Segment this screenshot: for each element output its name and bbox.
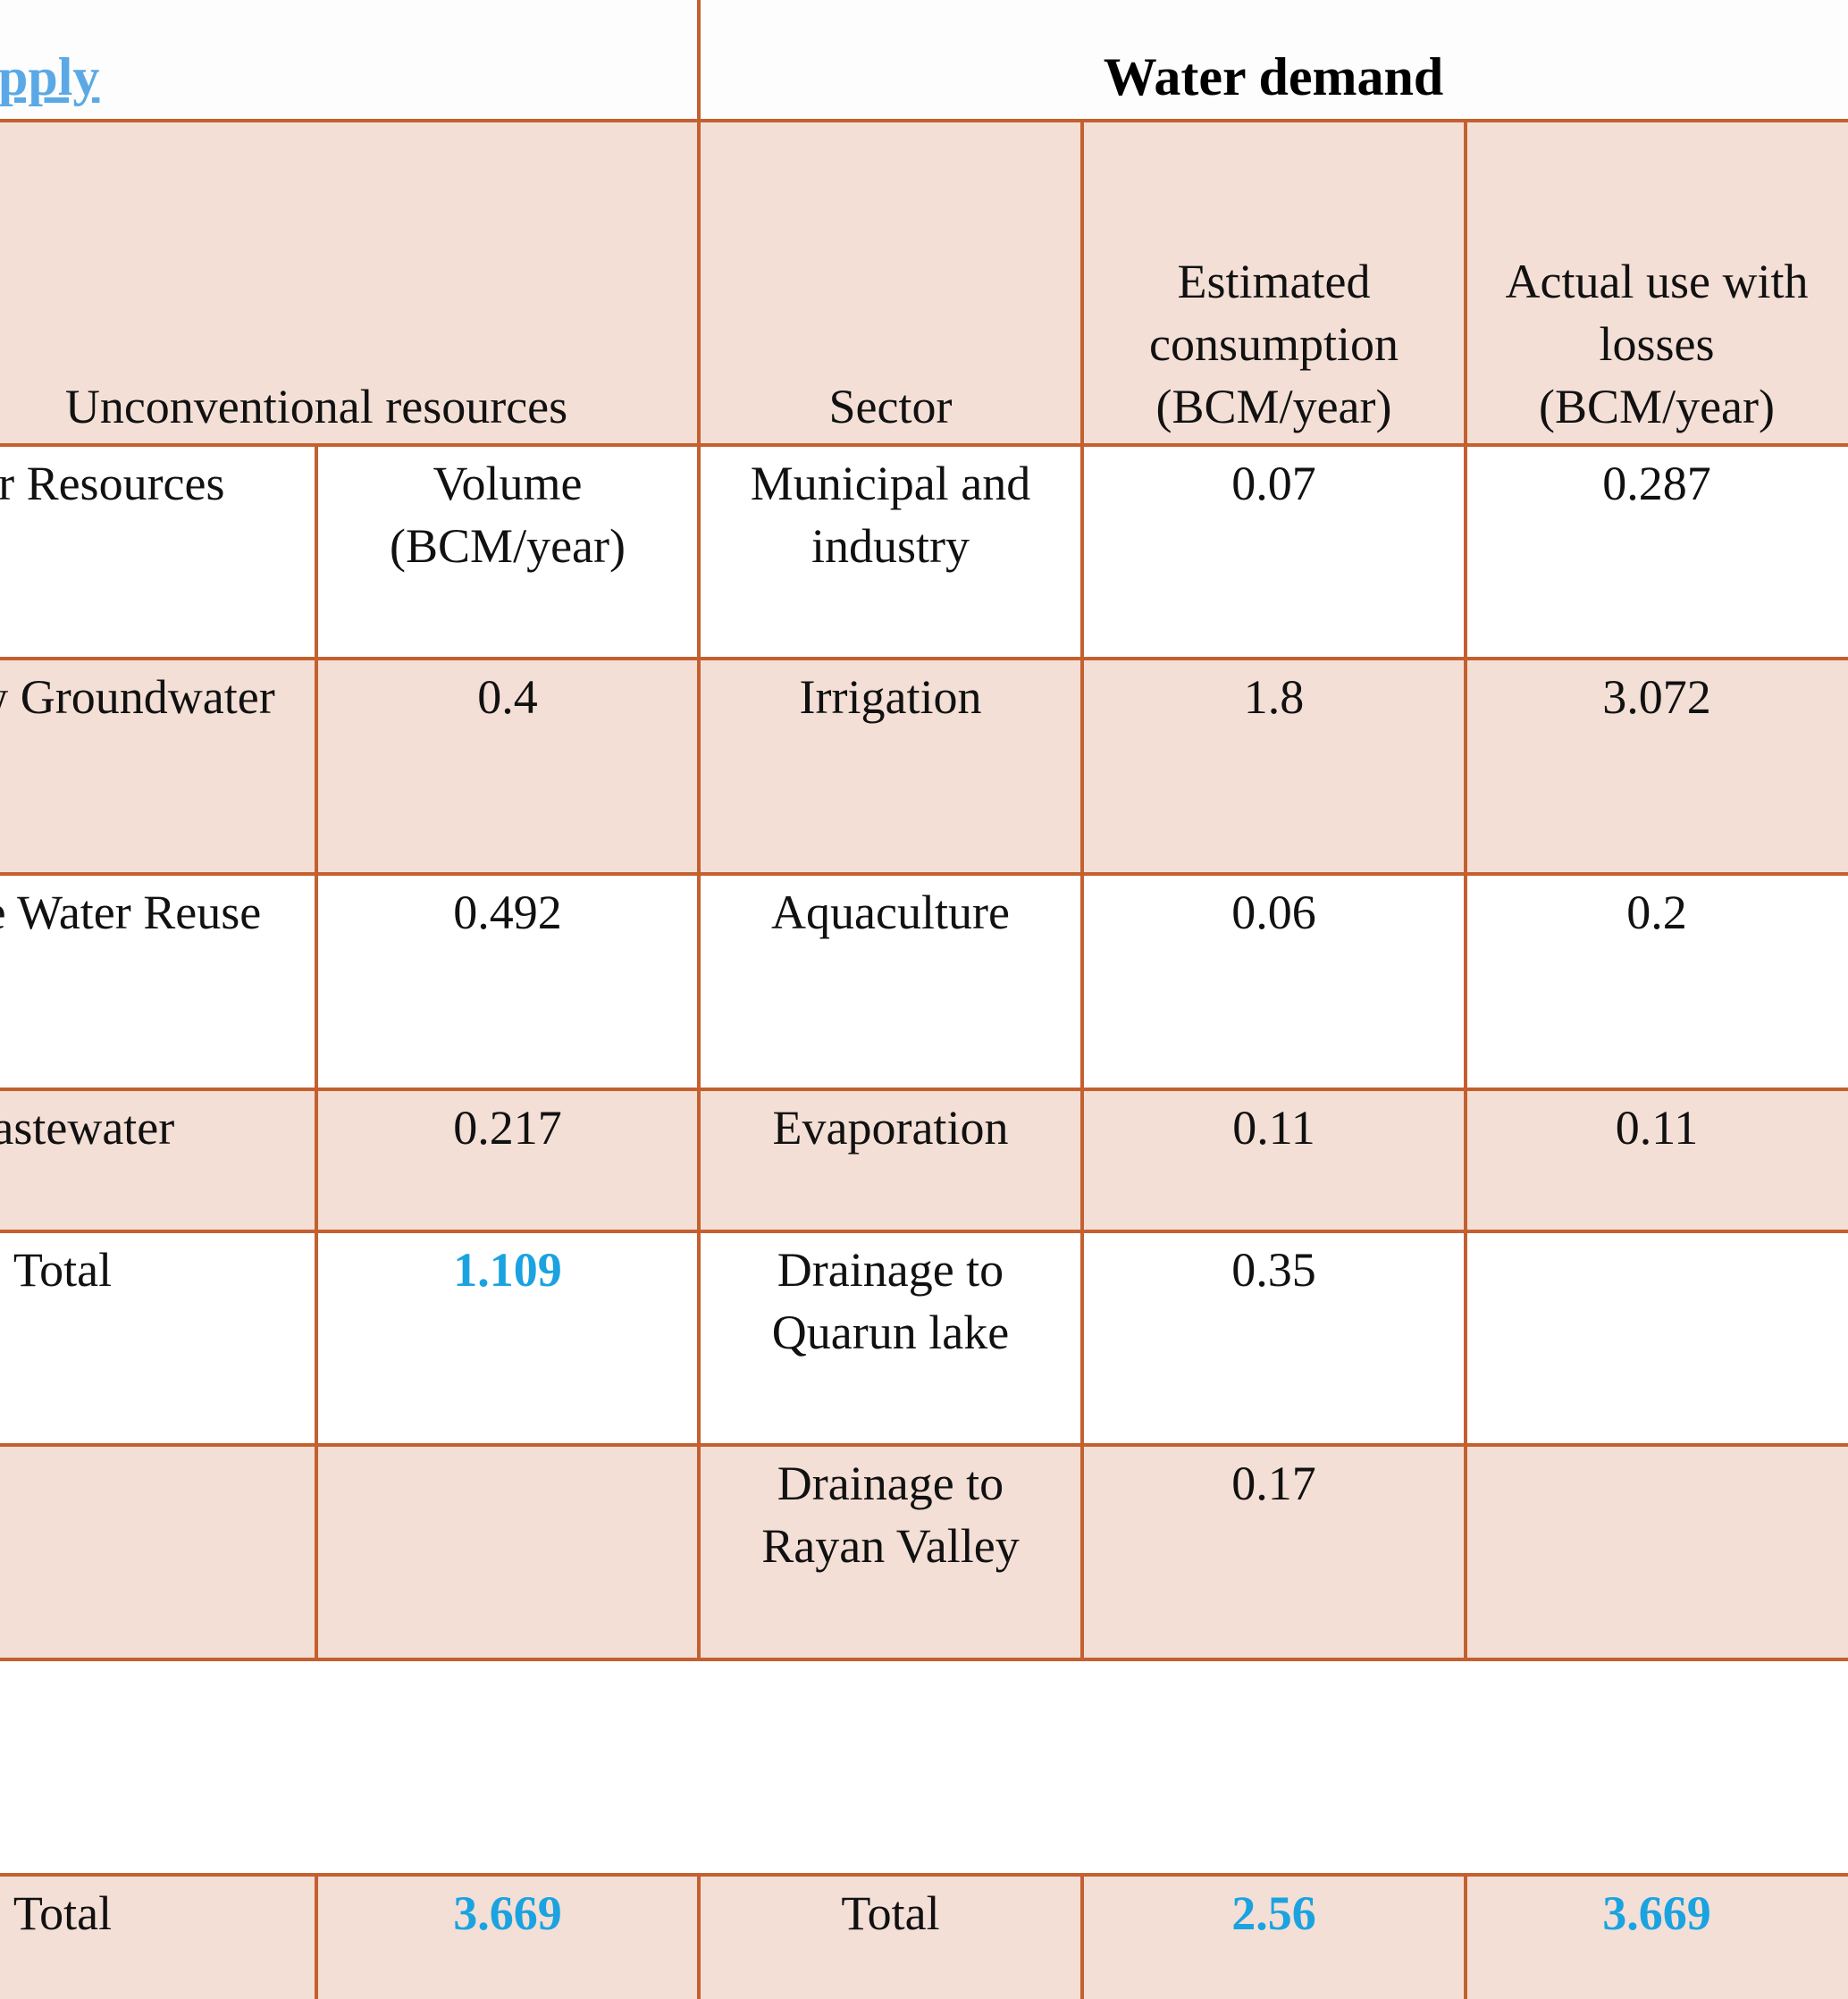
table-cell: 3.072 [1466,659,1848,874]
cell-text: 1.8 [1243,670,1305,724]
table-cell: Irrigation [699,659,1082,874]
cell-text: 0.4 [477,670,538,724]
cell-text: Drainage to Quarun lake [771,1243,1010,1359]
cell-text: Total [13,1886,113,1940]
cell-text: Sector [828,380,953,433]
cell-text: 0.35 [1231,1243,1316,1297]
cell-text: rainage Water Reuse [0,886,262,939]
border-line [1080,121,1084,1659]
cell-text: 3.072 [1602,670,1711,724]
cell-text: Volume (BCM/year) [390,457,626,573]
border-line [0,1873,1848,1877]
table-cell [316,1445,699,1659]
table-cell: Sector [699,121,1082,445]
table-cell: Water Resources [0,445,316,659]
border-line [0,1230,1848,1233]
table-cell: 0.287 [1466,445,1848,659]
table-cell [1466,1445,1848,1659]
table-cell [1466,1231,1848,1445]
table-cell: Unconventional resources [0,121,699,445]
table-cell: 0.35 [1082,1231,1466,1445]
border-line [0,1088,1848,1091]
table-cell: 1.8 [1082,659,1466,874]
cell-text: Irrigation [799,670,982,724]
table-cell: 0.217 [316,1089,699,1231]
cell-text: Estimated consumption (BCM/year) [1149,255,1399,433]
border-line [1080,1875,1084,1999]
table-cell: 0.11 [1082,1089,1466,1231]
border-line [0,119,1848,122]
cell-text: Municipal and industry [750,457,1031,573]
table-cell: 0.07 [1082,445,1466,659]
border-line [0,872,1848,876]
cell-text: 0.06 [1231,886,1316,939]
cell-text: Wastewater [0,1101,175,1155]
cell-text: 0.492 [453,886,562,939]
border-line [0,1443,1848,1447]
border-line [0,1658,1848,1661]
border-line [315,445,318,1659]
cell-text: 0.11 [1232,1101,1315,1155]
table-cell: Aquaculture [699,874,1082,1089]
cell-text: 0.2 [1626,886,1687,939]
cell-text: Aquaculture [771,886,1010,939]
table-cell [0,1445,316,1659]
cell-text: Water Resources [0,457,225,510]
cell-text: 2.56 [1231,1886,1316,1940]
border-line [0,443,1848,447]
border-line [315,1875,318,1999]
cell-text: Unconventional resources [64,380,568,433]
spacer-row [0,1659,1848,1875]
table-cell: Total [699,1875,1082,1999]
table-cell: Actual use with losses (BCM/year) [1466,121,1848,445]
table-cell: 0.06 [1082,874,1466,1089]
demand-title: Water demand [1103,47,1444,106]
cell-text: 3.669 [453,1886,562,1940]
cell-text: Shallow Groundwater [0,670,275,724]
table-cell: 0.492 [316,874,699,1089]
cell-text: Drainage to Rayan Valley [761,1457,1020,1573]
table-cell: 3.669 [1466,1875,1848,1999]
table-cell: Estimated consumption (BCM/year) [1082,121,1466,445]
table-cell: Total [0,1231,316,1445]
cell-text: 0.217 [453,1101,562,1155]
cell-text: 0.11 [1615,1101,1699,1155]
table-cell: Evaporation [699,1089,1082,1231]
table-cell: Shallow Groundwater [0,659,316,874]
cell-text: 0.17 [1231,1457,1316,1510]
border-line [697,1875,701,1999]
table-cell: Wastewater [0,1089,316,1231]
table-cell: Drainage to Rayan Valley [699,1445,1082,1659]
table-cell: Drainage to Quarun lake [699,1231,1082,1445]
cell-text: 0.287 [1602,457,1711,510]
cell-text: 1.109 [453,1243,562,1297]
table-cell: Municipal and industry [699,445,1082,659]
cell-text: 3.669 [1602,1886,1711,1940]
cell-text: Evaporation [772,1101,1009,1155]
supply-link[interactable]: pply [0,47,100,106]
table-cell: 0.11 [1466,1089,1848,1231]
table-cell: 0.4 [316,659,699,874]
cell-text: Actual use with losses (BCM/year) [1505,255,1809,433]
table-cell: 1.109 [316,1231,699,1445]
border-line [0,657,1848,660]
table-cell: 0.17 [1082,1445,1466,1659]
cell-text: Total [13,1243,113,1297]
border-line [1464,1875,1467,1999]
table-cell: rainage Water Reuse [0,874,316,1089]
border-line [1464,121,1467,1659]
border-line [697,0,701,1659]
table-cell: Volume (BCM/year) [316,445,699,659]
table-cell: 2.56 [1082,1875,1466,1999]
cell-text: Total [841,1886,940,1940]
table-cell: 3.669 [316,1875,699,1999]
table-cell: 0.2 [1466,874,1848,1089]
cell-text: 0.07 [1231,457,1316,510]
table-cell: Total [0,1875,316,1999]
